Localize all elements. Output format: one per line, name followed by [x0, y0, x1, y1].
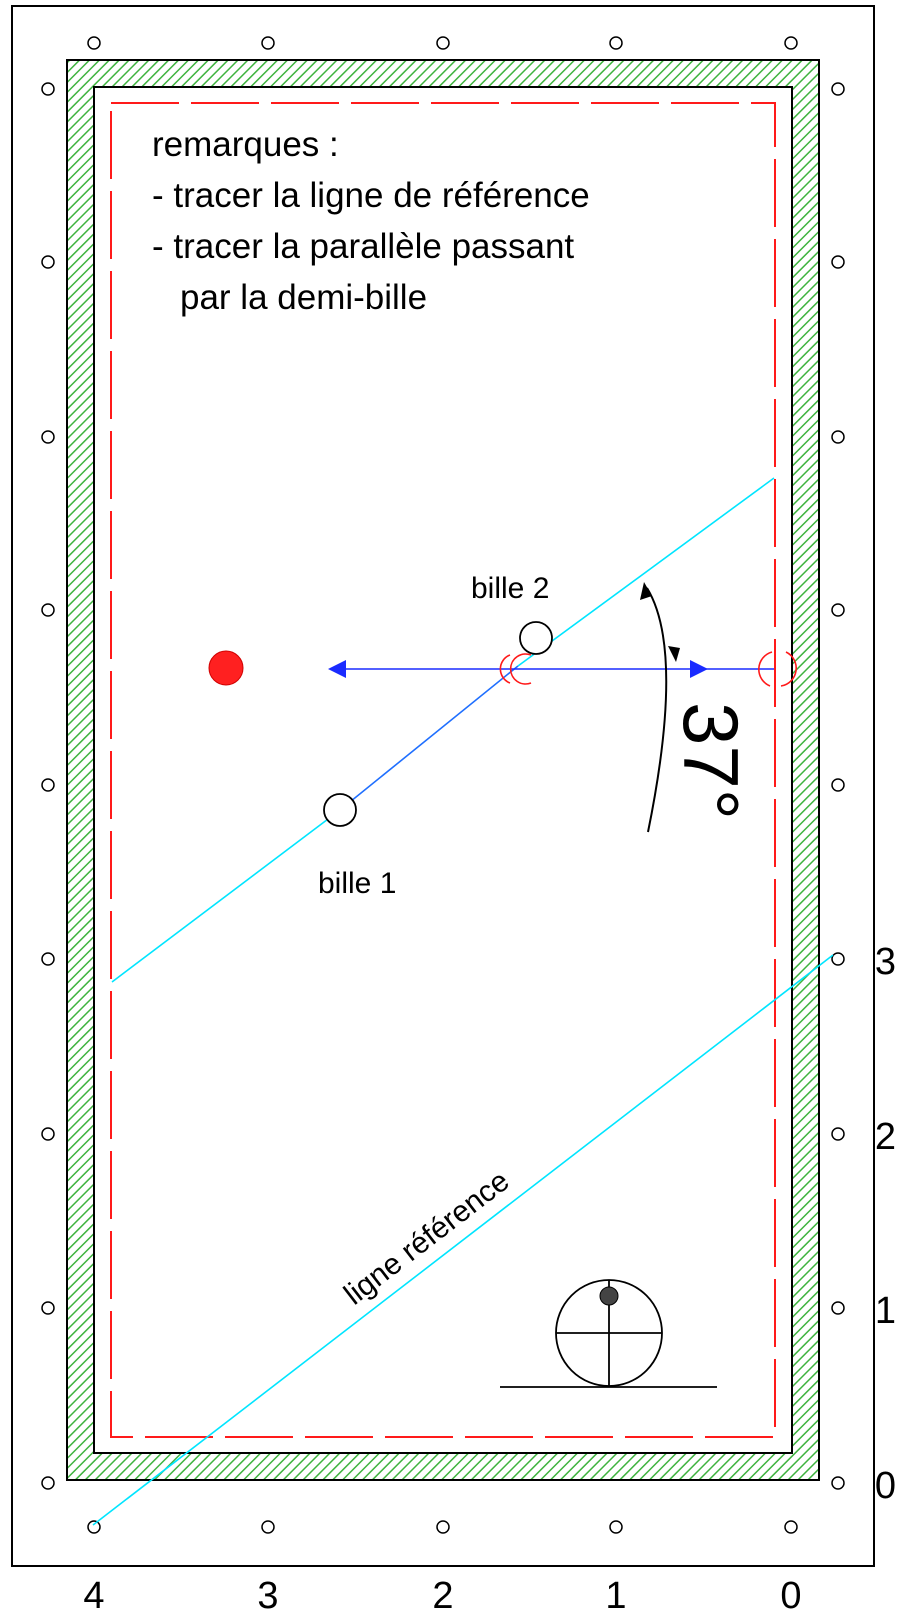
diamond-marker: [87, 36, 101, 50]
reference-line: [92, 954, 834, 1526]
diamond-marker: [41, 603, 55, 617]
diamond-markers: [41, 36, 845, 1534]
bottom-number: 1: [605, 1575, 626, 1615]
parallel-line-lower: [111, 809, 341, 983]
diamond-marker: [831, 1127, 845, 1141]
diamond-marker: [831, 1301, 845, 1315]
bottom-number: 0: [780, 1575, 801, 1615]
angle-arc-arrow-bottom: [668, 646, 680, 662]
outer-frame: [11, 5, 875, 1567]
angle-arc-arrow-top: [640, 582, 652, 600]
ball-1-label: bille 1: [318, 867, 396, 900]
rail-contact-arc: [780, 651, 797, 687]
diamond-marker: [609, 1520, 623, 1534]
bottom-number: 3: [257, 1575, 278, 1615]
cue-ball-hit-icon: [500, 1279, 717, 1388]
diamond-marker: [831, 778, 845, 792]
diamond-marker: [41, 1301, 55, 1315]
bottom-number: 2: [432, 1575, 453, 1615]
diamond-marker: [87, 1520, 101, 1534]
right-number: 2: [875, 1116, 896, 1158]
diamond-marker: [41, 255, 55, 269]
diamond-marker: [436, 1520, 450, 1534]
bottom-diamond-numbers: 4 3 2 1 0: [83, 1575, 801, 1615]
diamond-marker: [784, 1520, 798, 1534]
playing-surface: [93, 86, 793, 1454]
diamond-marker: [784, 36, 798, 50]
remarks-line-3: par la demi-bille: [180, 278, 427, 317]
red-ball: [208, 650, 244, 686]
diamond-marker: [261, 1520, 275, 1534]
diamond-marker: [41, 430, 55, 444]
remarks-line-2: - tracer la parallèle passant: [152, 227, 574, 266]
diamond-marker: [831, 82, 845, 96]
shot-arrow-left-head: [328, 660, 346, 678]
diamond-marker: [41, 778, 55, 792]
diamond-marker: [41, 952, 55, 966]
diamond-marker: [831, 603, 845, 617]
half-ball-arc: [499, 654, 511, 684]
angle-arc: [646, 587, 668, 833]
diamond-marker: [609, 36, 623, 50]
rail-contact-arc: [758, 651, 773, 687]
parallel-line-middle: [339, 665, 519, 811]
shot-arrow-right-head: [690, 660, 708, 678]
diamond-marker: [831, 255, 845, 269]
frame-dash: [110, 102, 776, 1438]
parallel-line-upper: [517, 477, 775, 667]
remarks-line-1: - tracer la ligne de référence: [152, 176, 590, 215]
diamond-marker: [261, 36, 275, 50]
right-number: 1: [875, 1290, 896, 1332]
bottom-number: 4: [83, 1575, 104, 1615]
diamond-marker: [41, 1127, 55, 1141]
diamond-marker: [41, 1476, 55, 1490]
remarks-title: remarques :: [152, 125, 339, 164]
ball-2-label: bille 2: [471, 572, 549, 605]
angle-label: 37°: [667, 702, 755, 820]
right-diamond-numbers: 3 2 1 0: [875, 941, 896, 1507]
right-number: 3: [875, 941, 896, 983]
half-ball-arc: [509, 653, 532, 685]
diamond-marker: [831, 430, 845, 444]
diamond-marker: [41, 82, 55, 96]
ball-1: [323, 793, 357, 827]
diamond-marker: [831, 952, 845, 966]
right-number: 0: [875, 1465, 896, 1507]
ball-2: [519, 621, 553, 655]
diamond-marker: [831, 1476, 845, 1490]
diamond-marker: [436, 36, 450, 50]
